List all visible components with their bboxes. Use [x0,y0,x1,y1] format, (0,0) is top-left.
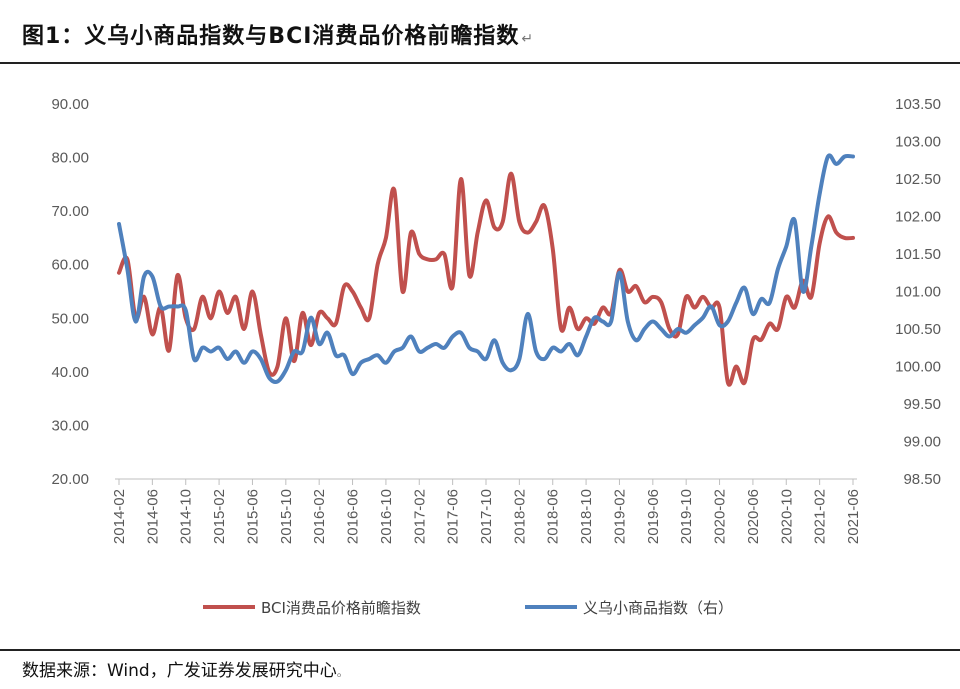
x-tick-label: 2021-02 [812,489,829,544]
y-right-tick-label: 100.50 [895,321,941,338]
x-tick-label: 2018-10 [578,489,595,544]
x-tick-label: 2019-06 [645,489,662,544]
figure-title-text: 图1：义乌小商品指数与BCI消费品价格前瞻指数 [22,24,520,49]
y-right-tick-label: 101.00 [895,284,941,301]
y-left-tick-label: 30.00 [51,417,89,434]
y-right-tick-label: 99.00 [903,434,941,451]
x-tick-label: 2016-02 [311,489,328,544]
y-right-tick-label: 103.50 [895,96,941,113]
x-tick-label: 2018-06 [545,489,562,544]
x-tick-label: 2017-06 [445,489,462,544]
x-tick-label: 2018-02 [511,489,528,544]
x-tick-label: 2015-02 [211,489,228,544]
x-tick-label: 2020-10 [778,489,795,544]
x-tick-label: 2020-06 [745,489,762,544]
data-source: 数据来源：Wind，广发证券发展研究中心。 [22,656,349,681]
x-tick-label: 2019-10 [678,489,695,544]
line-chart: 90.00 80.00 70.00 60.00 50.00 40.00 30.00 20.00… [51,96,941,617]
y-left-tick-label: 40.00 [51,364,89,381]
y-left-tick-label: 90.00 [51,96,89,113]
legend: BCI消费品价格前瞻指数 义乌小商品指数（右） [203,599,733,617]
y-left-tick-label: 20.00 [51,471,89,488]
x-tick-label: 2016-10 [378,489,395,544]
x-tick-label: 2017-10 [478,489,495,544]
x-tick-label: 2020-02 [712,489,729,544]
legend-label: 义乌小商品指数（右） [583,599,733,617]
y-right-tick-label: 102.50 [895,171,941,188]
x-axis: 2014-02 2014-06 2014-10 2015-02 2015-06 2015-… [111,479,862,544]
legend-label: BCI消费品价格前瞻指数 [261,599,421,617]
y-right-tick-label: 98.50 [903,471,941,488]
source-divider [0,649,960,651]
x-tick-label: 2015-10 [278,489,295,544]
x-tick-label: 2014-06 [144,489,161,544]
x-tick-label: 2014-10 [178,489,195,544]
y-right-tick-label: 102.00 [895,209,941,226]
y-left-tick-label: 60.00 [51,257,89,274]
y-right-tick-label: 103.00 [895,134,941,151]
series-lines [117,153,855,387]
x-tick-label: 2014-02 [111,489,128,544]
x-tick-label: 2021-06 [845,489,862,544]
x-tick-label: 2016-06 [345,489,362,544]
y-right-tick-label: 99.50 [903,396,941,413]
source-period: 。 [336,665,349,679]
title-divider [0,62,960,64]
y-left-tick-label: 50.00 [51,310,89,327]
series-line-bci [117,171,855,387]
data-source-text: 数据来源：Wind，广发证券发展研究中心 [22,661,337,681]
figure-title: 图1：义乌小商品指数与BCI消费品价格前瞻指数 ↵ [22,18,534,50]
x-tick-label: 2019-02 [611,489,628,544]
y-right-tick-label: 100.00 [895,359,941,376]
x-tick-label: 2015-06 [244,489,261,544]
paragraph-mark: ↵ [521,31,535,47]
y-left-tick-label: 80.00 [51,150,89,167]
y-right-tick-label: 101.50 [895,246,941,263]
y-axis-left: 90.00 80.00 70.00 60.00 50.00 40.00 30.00 20.00 [51,96,89,488]
x-tick-label: 2017-02 [411,489,428,544]
series-line-yiwu [117,153,855,384]
y-left-tick-label: 70.00 [51,203,89,220]
y-axis-right: 103.50 103.00 102.50 102.00 101.50 101.00 100.… [895,96,941,488]
